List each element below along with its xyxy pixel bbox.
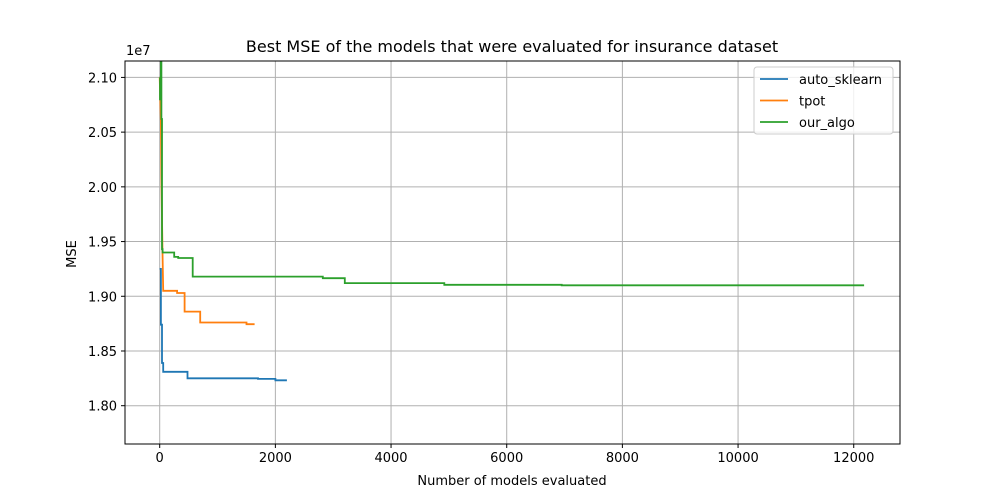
series-line-auto-sklearn [159, 267, 287, 382]
x-tick-label: 8000 [606, 451, 639, 466]
x-tick-label: 12000 [833, 451, 874, 466]
x-tick-label: 10000 [717, 451, 758, 466]
legend-label: auto_sklearn [799, 73, 882, 88]
series-lines [158, 61, 865, 382]
x-tick-label: 6000 [490, 451, 523, 466]
legend-box [753, 66, 894, 135]
x-tick-label: 0 [156, 451, 164, 466]
legend-label: our_algo [799, 116, 855, 131]
y-tick-label: 2.00 [88, 181, 117, 196]
y-tick-label: 1.85 [88, 345, 117, 360]
y-offset-label: 1e7 [126, 44, 151, 59]
axes: 0 2000 4000 6000 8000 10000 12000 1.80 1.85 1.90 1… [88, 71, 874, 466]
y-tick-label: 2.05 [88, 126, 117, 141]
y-axis-label: MSE [65, 240, 80, 268]
series-line-our-algo [159, 61, 865, 287]
plot-frame [124, 60, 901, 445]
chart-title: Best MSE of the models that were evaluat… [246, 37, 778, 56]
y-tick-label: 2.10 [88, 71, 117, 86]
y-tick-label: 1.90 [88, 290, 117, 305]
legend-label: tpot [799, 95, 825, 110]
x-tick-label: 2000 [259, 451, 292, 466]
x-tick-label: 4000 [374, 451, 407, 466]
grid [125, 61, 900, 444]
y-tick-label: 1.80 [88, 400, 117, 415]
y-tick-label: 1.95 [88, 236, 117, 251]
x-axis-label: Number of models evaluated [417, 474, 606, 489]
